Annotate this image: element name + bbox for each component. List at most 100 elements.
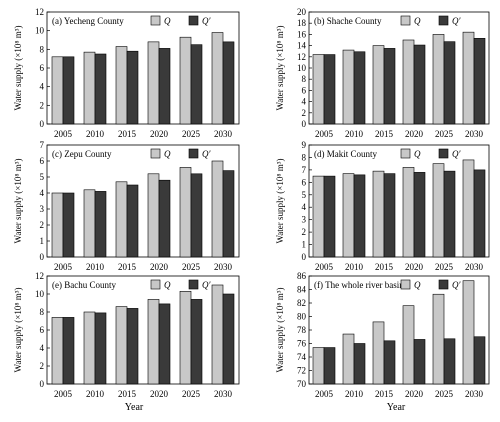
y-tick-label: 2 [40,361,45,371]
bar-q-2015 [372,170,385,258]
y-tick-label: 86 [297,271,307,281]
x-tick-label: 2020 [150,129,169,139]
y-tick-label: 0 [302,252,307,262]
y-tick-label: 14 [297,41,307,51]
panel-title: (c) Zepu County [52,149,112,159]
y-tick-label: 12 [35,7,44,17]
bar-q-prime-2020 [158,48,171,125]
legend-label-q-prime: Q′ [202,16,211,26]
y-tick-label: 12 [297,52,306,62]
panel-4: 0 1 2 3 4 5 6 7 8 9 Water supply (×10⁸ m³) 2005 2010… [275,140,490,272]
y-tick-label: 2 [302,227,307,237]
x-tick-label: 2020 [150,389,169,399]
x-tick-label: 2015 [118,129,137,139]
y-tick-label: 10 [297,63,307,73]
bar-q-prime-2030 [473,336,486,385]
x-tick-label: 2015 [118,389,137,399]
legend-label-q: Q [414,280,421,290]
y-tick-label: 7 [40,140,45,150]
y-tick-label: 0 [40,119,45,129]
legend-swatch-q [400,279,411,290]
y-tick-label: 4 [40,188,45,198]
legend-label-q: Q [164,149,171,159]
bar-q-prime-2010 [94,191,107,258]
bar-q-2030 [211,284,224,385]
x-tick-label: 2030 [214,262,233,272]
bar-q-prime-2030 [473,169,486,258]
x-tick-label: 2030 [465,262,484,272]
bar-q-2025 [432,293,445,385]
bar-q-prime-2010 [94,53,107,125]
x-tick-label: 2030 [465,389,484,399]
y-tick-label: 12 [35,271,44,281]
bar-q-prime-2005 [62,56,75,125]
panel-title: (e) Bachu County [52,280,116,290]
x-tick-label: 2030 [214,129,233,139]
x-axis-label-right: Year [387,402,406,413]
bar-q-2030 [211,32,224,125]
y-tick-label: 8 [302,152,307,162]
y-tick-label: 80 [297,312,307,322]
y-tick-label: 72 [297,366,306,376]
x-tick-label: 2005 [315,389,334,399]
bar-q-2015 [372,321,385,385]
plot-frame [308,275,490,385]
y-axis-label: Water supply (×10⁸ m³) [275,159,285,244]
bar-q-prime-2025 [443,170,456,258]
x-tick-label: 2020 [405,129,424,139]
bar-q-2020 [147,41,160,125]
y-tick-label: 6 [40,156,45,166]
legend-swatch-q-prime [188,15,199,26]
plot-frame [308,11,490,125]
x-tick-label: 2020 [405,389,424,399]
x-tick-label: 2015 [375,389,394,399]
y-tick-label: 0 [40,252,45,262]
bar-q-prime-2020 [158,303,171,385]
bar-q-2010 [83,51,96,125]
bar-q-prime-2005 [62,192,75,258]
bar-q-2025 [179,36,192,125]
y-tick-label: 5 [40,172,45,182]
bar-q-2025 [179,290,192,385]
y-tick-label: 84 [297,285,307,295]
y-tick-label: 10 [35,26,45,36]
x-tick-label: 2020 [150,262,169,272]
legend-swatch-q-prime [438,15,449,26]
legend-swatch-q-prime [188,148,199,159]
bar-q-2020 [402,305,415,385]
y-tick-label: 6 [40,325,45,335]
legend-swatch-q-prime [188,279,199,290]
x-tick-label: 2005 [54,129,73,139]
bar-q-2020 [147,173,160,258]
y-tick-label: 2 [40,100,45,110]
bar-q-prime-2030 [222,170,235,258]
bar-q-prime-2015 [126,308,139,385]
legend-label-q-prime: Q′ [202,280,211,290]
x-tick-label: 2010 [345,389,364,399]
y-tick-label: 7 [302,165,307,175]
bar-q-prime-2025 [190,44,203,125]
bar-q-prime-2010 [353,174,366,258]
y-axis-label: Water supply (×10⁸ m³) [275,288,285,373]
x-tick-label: 2010 [86,389,105,399]
x-tick-label: 2030 [465,129,484,139]
x-tick-label: 2005 [315,262,334,272]
legend-label-q: Q [414,149,421,159]
y-tick-label: 1 [302,240,307,250]
bar-q-prime-2030 [222,293,235,385]
legend-swatch-q [400,15,411,26]
x-tick-label: 2015 [375,129,394,139]
x-tick-label: 2015 [118,262,137,272]
y-axis-label: Water supply (×10⁸ m³) [13,159,23,244]
y-tick-label: 76 [297,339,307,349]
bar-q-prime-2010 [353,51,366,125]
bar-q-2030 [462,31,475,125]
legend-label-q-prime: Q′ [452,149,461,159]
bar-q-prime-2015 [126,50,139,125]
x-tick-label: 2005 [54,389,73,399]
bar-q-2010 [83,189,96,258]
x-tick-label: 2010 [345,262,364,272]
panel-5: 0 2 4 6 8 10 12 Water supply (×10⁸ m³) 2005 2010 2… [13,271,240,399]
y-tick-label: 9 [302,140,307,150]
